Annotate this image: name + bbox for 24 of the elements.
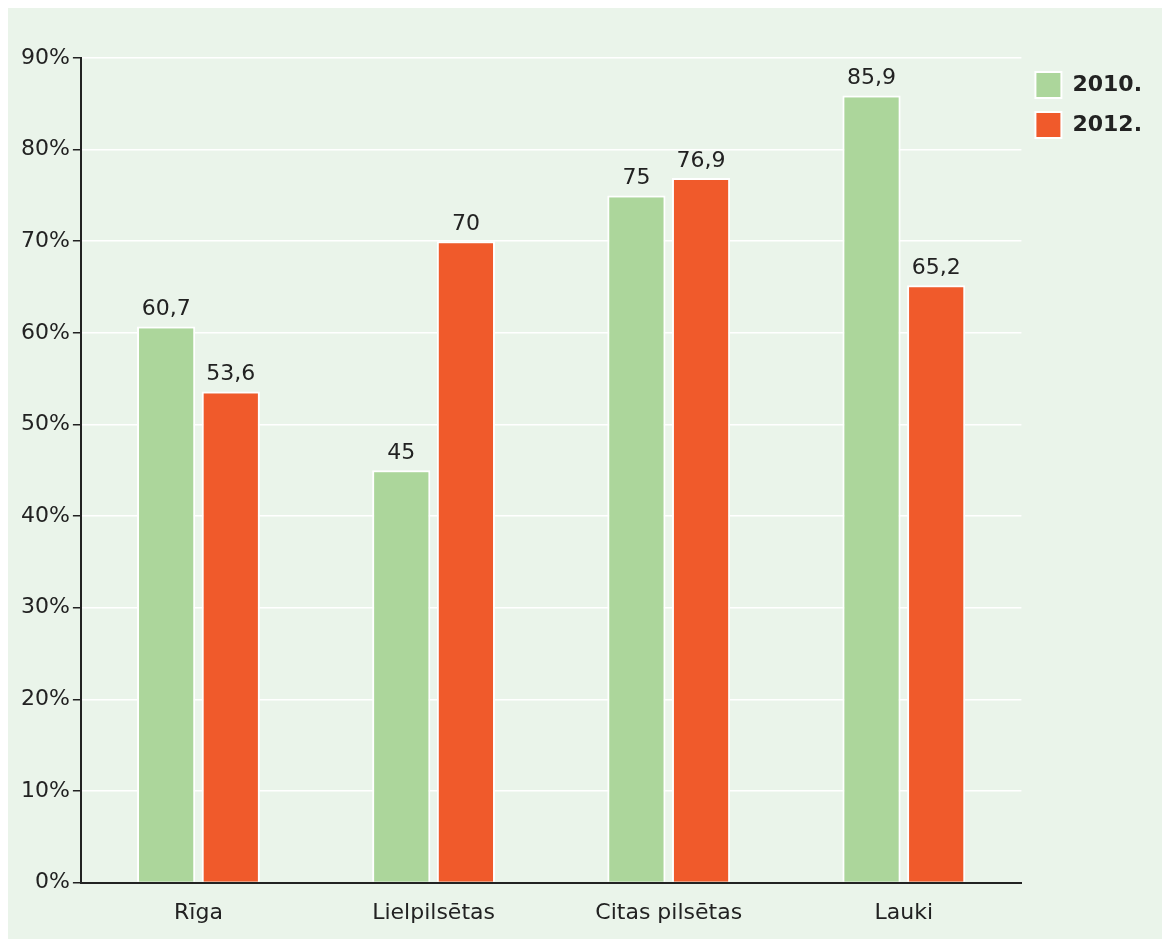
data-label: 53,6	[206, 360, 256, 386]
y-tick-label: 80%	[20, 135, 70, 161]
data-label: 45	[387, 439, 416, 465]
y-tick-label: 20%	[20, 685, 70, 711]
y-tick-label: 40%	[20, 501, 70, 527]
y-tick-label: 10%	[20, 776, 70, 802]
y-tick-label: 30%	[20, 593, 70, 619]
data-label: 60,7	[141, 295, 191, 321]
x-tick-label: Lauki	[874, 898, 934, 924]
data-label: 75	[622, 164, 651, 190]
y-tick-label: 0%	[34, 868, 70, 894]
x-tick-label: Rīga	[174, 898, 223, 924]
y-tick-label: 90%	[20, 43, 70, 69]
legend-label: 2012.	[1072, 110, 1143, 136]
legend-label: 2010.	[1072, 70, 1143, 96]
x-tick-label: Lielpilsētas	[372, 898, 495, 924]
data-label: 70	[451, 209, 480, 235]
data-label: 65,2	[911, 253, 961, 279]
x-tick-label: Citas pilsētas	[595, 898, 743, 924]
y-tick-label: 60%	[20, 318, 70, 344]
y-tick-label: 70%	[20, 226, 70, 252]
y-tick-label: 50%	[20, 410, 70, 436]
data-label: 76,9	[676, 146, 726, 172]
data-label: 85,9	[847, 64, 897, 90]
